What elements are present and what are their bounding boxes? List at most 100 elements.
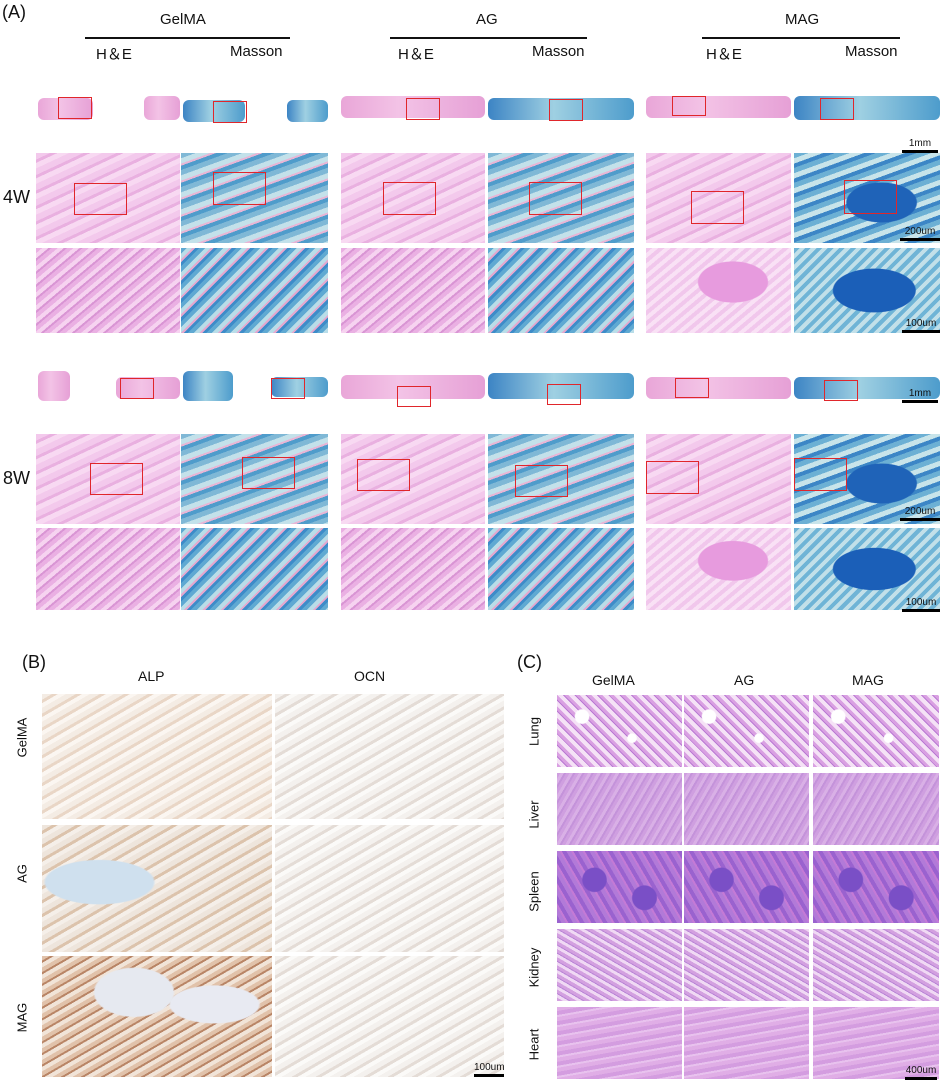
micrograph-8w-ag-masson-mid (488, 434, 634, 524)
column-header-gelma: GelMA (592, 672, 635, 688)
roi-box (213, 172, 266, 205)
roi-box (406, 98, 440, 120)
micrograph-8w-mag-masson-low (794, 365, 940, 407)
micrograph-4w-mag-masson-high (794, 248, 940, 333)
group-divider-mag (702, 37, 900, 39)
stain-masson-ag: Masson (532, 43, 585, 60)
scale-bar-200um: 200um (900, 506, 940, 521)
organ-liver-ag (684, 773, 809, 845)
stain-he-ag: H＆E (398, 46, 434, 63)
roi-box (515, 465, 568, 497)
micrograph-8w-mag-masson-high (794, 528, 940, 610)
row-label-ag: AG (14, 864, 30, 883)
organ-lung-mag (813, 695, 939, 767)
micrograph-8w-ag-he-mid (341, 434, 485, 524)
organ-liver-mag (813, 773, 939, 845)
micrograph-4w-gelma-he-high (36, 248, 180, 333)
stain-he-mag: H＆E (706, 46, 742, 63)
panel-c-label: (C) (517, 652, 542, 672)
organ-liver-gelma (557, 773, 682, 845)
ihc-alp-mag (42, 956, 272, 1077)
roi-box (691, 191, 744, 224)
timepoint-8w: 8W (3, 468, 30, 488)
organ-spleen-gelma (557, 851, 682, 923)
organ-heart-gelma (557, 1007, 682, 1079)
micrograph-4w-mag-he-low (646, 88, 791, 148)
group-divider-ag (390, 37, 587, 39)
panel-a-label: (A) (2, 2, 26, 22)
roi-box (675, 378, 709, 398)
roi-box (794, 458, 847, 491)
row-label-liver: Liver (526, 800, 542, 829)
micrograph-8w-ag-masson-low (488, 365, 634, 407)
row-label-lung: Lung (526, 717, 542, 746)
roi-box (90, 463, 143, 495)
micrograph-8w-ag-he-high (341, 528, 485, 610)
micrograph-8w-gelma-masson-low (181, 365, 328, 407)
ihc-ocn-mag (275, 956, 504, 1077)
row-label-mag: MAG (14, 1002, 30, 1033)
micrograph-8w-mag-he-mid (646, 434, 791, 524)
scale-bar-1mm: 1mm (902, 138, 938, 153)
micrograph-8w-gelma-he-low (36, 365, 180, 407)
scale-bar-100um: 100um (902, 318, 940, 333)
roi-box (824, 380, 858, 401)
stain-masson-mag: Masson (845, 43, 898, 60)
column-header-mag: MAG (852, 672, 884, 688)
organ-lung-ag (684, 695, 809, 767)
stain-masson-gelma: Masson (230, 43, 283, 60)
column-header-ag: AG (734, 672, 755, 688)
micrograph-8w-gelma-he-mid (36, 434, 180, 524)
micrograph-4w-ag-masson-high (488, 248, 634, 333)
roi-box (242, 457, 295, 489)
organ-heart-mag (813, 1007, 939, 1079)
roi-box (549, 99, 583, 121)
organ-kidney-ag (684, 929, 809, 1001)
micrograph-4w-gelma-he-mid (36, 153, 180, 243)
organ-heart-ag (684, 1007, 809, 1079)
ihc-alp-gelma (42, 694, 272, 819)
micrograph-8w-gelma-masson-high (181, 528, 328, 610)
stain-he-gelma: H＆E (96, 46, 132, 63)
micrograph-8w-ag-masson-high (488, 528, 634, 610)
timepoint-4w: 4W (3, 187, 30, 207)
roi-box (58, 97, 92, 119)
micrograph-4w-ag-he-mid (341, 153, 485, 243)
micrograph-8w-gelma-masson-mid (181, 434, 328, 524)
group-header-gelma: GelMA (160, 11, 206, 28)
column-header-alp: ALP (138, 668, 165, 684)
micrograph-4w-mag-he-high (646, 248, 791, 333)
roi-box (820, 98, 854, 120)
row-label-spleen: Spleen (526, 871, 542, 912)
roi-box (213, 101, 247, 123)
organ-kidney-mag (813, 929, 939, 1001)
row-label-heart: Heart (526, 1028, 542, 1061)
scale-bar-200um: 200um (900, 226, 940, 241)
ihc-alp-ag (42, 825, 272, 952)
row-label-kidney: Kidney (526, 947, 542, 988)
micrograph-4w-gelma-masson-low (181, 88, 328, 148)
panel-b-label: (B) (22, 652, 46, 672)
row-label-gelma: GelMA (14, 717, 30, 758)
micrograph-4w-mag-masson-low (794, 88, 940, 148)
micrograph-8w-mag-he-low (646, 365, 791, 407)
roi-box (397, 386, 431, 407)
micrograph-8w-mag-masson-mid (794, 434, 940, 524)
roi-box (529, 182, 582, 215)
roi-box (357, 459, 410, 491)
organ-spleen-mag (813, 851, 939, 923)
micrograph-4w-mag-masson-mid (794, 153, 940, 243)
scale-bar-1mm: 1mm (902, 388, 938, 403)
micrograph-4w-ag-masson-mid (488, 153, 634, 243)
organ-spleen-ag (684, 851, 809, 923)
roi-box (646, 461, 699, 494)
group-divider-gelma (85, 37, 290, 39)
column-header-ocn: OCN (354, 668, 386, 684)
ihc-ocn-gelma (275, 694, 504, 819)
roi-box (271, 378, 305, 399)
micrograph-8w-gelma-he-high (36, 528, 180, 610)
roi-box (672, 96, 706, 116)
ihc-ocn-ag (275, 825, 504, 952)
scale-bar-100um: 100um (474, 1062, 505, 1077)
micrograph-4w-ag-masson-low (488, 88, 634, 148)
